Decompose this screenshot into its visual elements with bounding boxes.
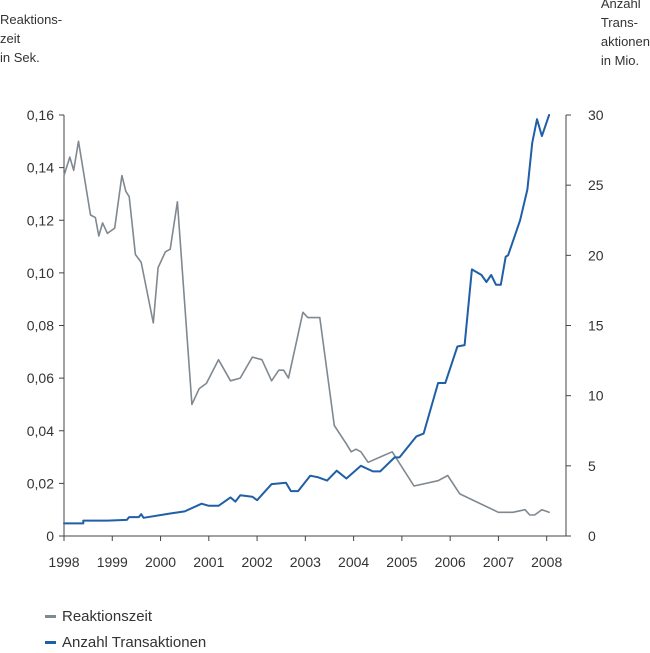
line-chart: 0 0,02 0,04 0,06 0,08 0,10 0,12 0,14 0,16 0 5 10 15 2…: [27, 107, 604, 570]
y-axis-right-title: Anzahl Trans- aktionen in Mio.: [600, 0, 650, 68]
x-tick-label: 2006: [435, 554, 466, 570]
x-tick-label: 2000: [145, 554, 176, 570]
legend-swatch-transaktionen: [45, 641, 56, 644]
x-tick-label: 1999: [97, 554, 128, 570]
legend-swatch-reaktionszeit: [45, 615, 56, 618]
y-right-tick-label: 0: [588, 528, 596, 544]
y-right-tick-label: 20: [588, 247, 604, 263]
y-left-tick-label: 0,04: [27, 423, 54, 439]
y-right-tick-label: 10: [588, 388, 604, 404]
x-tick-label: 2008: [531, 554, 562, 570]
y-left-tick-label: 0,12: [27, 212, 54, 228]
y-left-tick-label: 0: [46, 528, 54, 544]
y-left-tick-label: 0,08: [27, 318, 54, 334]
y-axis-left-title: Reaktions- zeit in Sek.: [0, 12, 63, 65]
y-left-tick-label: 0,02: [27, 475, 54, 491]
legend-item-transaktionen: Anzahl Transaktionen: [45, 634, 206, 651]
y-left-tick-label: 0,14: [27, 160, 54, 176]
legend-label-transaktionen: Anzahl Transaktionen: [62, 634, 207, 651]
chart-axes: 0 0,02 0,04 0,06 0,08 0,10 0,12 0,14 0,16 0 5 10 15 2…: [27, 107, 604, 570]
y-left-tick-label: 0,16: [27, 107, 54, 123]
x-tick-label: 1998: [48, 554, 79, 570]
x-tick-label: 2005: [386, 554, 417, 570]
x-tick-label: 2004: [338, 554, 369, 570]
x-tick-label: 2002: [241, 554, 272, 570]
x-tick-label: 2007: [483, 554, 514, 570]
y-right-tick-label: 5: [588, 458, 596, 474]
series-line-reaktionszeit: [63, 140, 550, 516]
y-right-tick-label: 30: [588, 107, 604, 123]
y-right-tick-label: 25: [588, 177, 604, 193]
y-left-tick-label: 0,10: [27, 265, 54, 281]
legend-label-reaktionszeit: Reaktionszeit: [62, 608, 153, 625]
y-left-tick-label: 0,06: [27, 370, 54, 386]
y-right-tick-label: 15: [588, 318, 604, 334]
legend-item-reaktionszeit: Reaktionszeit: [45, 608, 152, 625]
series-line-transaktionen: [63, 114, 551, 525]
x-tick-label: 2003: [290, 554, 321, 570]
x-tick-label: 2001: [193, 554, 224, 570]
chart-series: [63, 114, 551, 525]
